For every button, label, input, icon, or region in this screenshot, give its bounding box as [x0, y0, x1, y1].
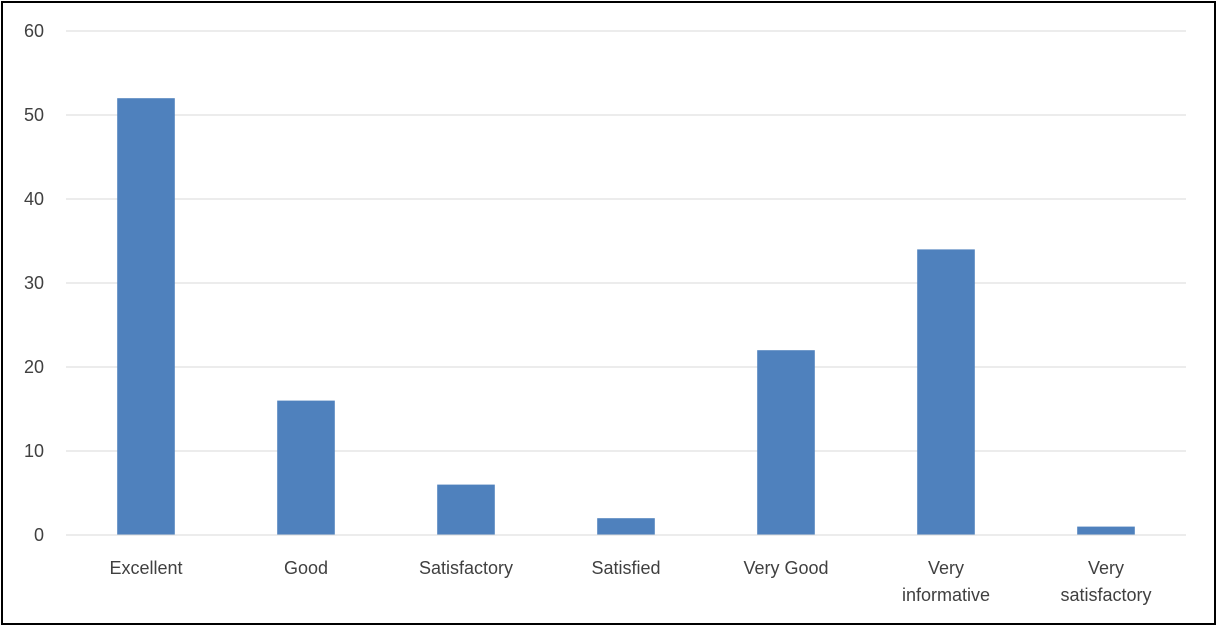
- bar: [757, 350, 815, 535]
- y-tick-label: 40: [24, 189, 44, 209]
- x-category-label-line: Very: [928, 558, 964, 578]
- x-category-label: Good: [284, 558, 328, 578]
- x-category-label-line: Excellent: [109, 558, 182, 578]
- x-category-label-line: Satisfactory: [419, 558, 513, 578]
- y-tick-label: 60: [24, 21, 44, 41]
- y-axis-tick-labels: 0 10 20 30 40 50 60: [24, 21, 44, 545]
- y-tick-label: 20: [24, 357, 44, 377]
- x-category-label: Satisfied: [591, 558, 660, 578]
- x-category-label: Very Good: [743, 558, 828, 578]
- x-category-label-line: informative: [902, 585, 990, 605]
- y-tick-label: 10: [24, 441, 44, 461]
- y-tick-label: 50: [24, 105, 44, 125]
- bars: [117, 98, 1135, 535]
- x-category-label: Very informative: [902, 558, 990, 605]
- x-category-label: Excellent: [109, 558, 182, 578]
- y-tick-label: 30: [24, 273, 44, 293]
- y-tick-label: 0: [34, 525, 44, 545]
- x-axis-category-labels: Excellent Good Satisfactory Satisfied Very G…: [109, 558, 1151, 605]
- x-category-label-line: Very: [1088, 558, 1124, 578]
- bar: [277, 400, 335, 535]
- x-category-label-line: Satisfied: [591, 558, 660, 578]
- gridlines: [66, 30, 1186, 452]
- x-category-label-line: Good: [284, 558, 328, 578]
- x-category-label: Very satisfactory: [1060, 558, 1151, 605]
- bar: [117, 98, 175, 535]
- x-category-label-line: Very Good: [743, 558, 828, 578]
- bar: [597, 518, 655, 535]
- x-category-label-line: satisfactory: [1060, 585, 1151, 605]
- bar: [917, 249, 975, 535]
- x-category-label: Satisfactory: [419, 558, 513, 578]
- bar: [1077, 526, 1135, 535]
- bar: [437, 484, 495, 535]
